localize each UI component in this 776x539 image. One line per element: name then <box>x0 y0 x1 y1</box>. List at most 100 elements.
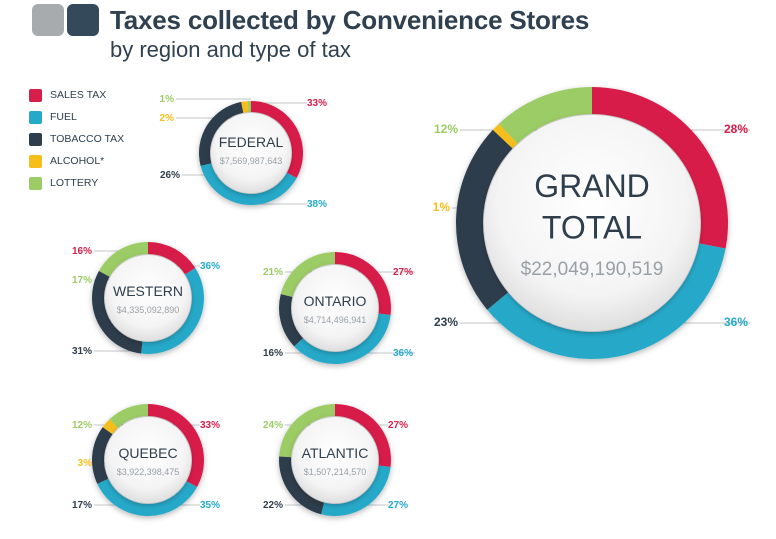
slice-sales-tax <box>251 101 303 179</box>
slice-sales-tax <box>335 404 391 468</box>
donut-title: GRAND <box>534 168 650 204</box>
slice-alcohol <box>241 101 249 113</box>
slice-fuel <box>97 478 198 517</box>
data-label: 28% <box>724 122 748 136</box>
data-label: 23% <box>434 315 458 329</box>
donut-grand-total: GRAND TOTAL $22,049,190,519 28% 36% 23% 1% 12% <box>433 87 750 359</box>
donut-total: $3,922,398,475 <box>117 467 180 477</box>
donut-total: $7,569,987,643 <box>220 156 283 166</box>
slice-fuel <box>200 163 297 205</box>
legend-label: ALCOHOL* <box>50 155 105 167</box>
legend-swatch <box>29 132 42 146</box>
donut-ring <box>199 101 303 205</box>
data-label: 12% <box>434 122 458 136</box>
data-label: 33% <box>307 98 327 109</box>
donut-ring <box>91 242 204 354</box>
legend: SALES TAX FUEL TOBACCO TAX ALCOHOL* LOTT… <box>29 84 124 194</box>
legend-item-alcohol: ALCOHOL* <box>29 150 124 172</box>
slice-lottery <box>109 404 148 428</box>
legend-item-tobacco-tax: TOBACCO TAX <box>29 128 124 150</box>
data-label: 22% <box>263 500 283 511</box>
slice-sales-tax <box>335 252 391 316</box>
data-label: 33% <box>200 420 220 431</box>
header-square-navy <box>67 4 99 36</box>
slice-tobacco-tax <box>455 129 513 310</box>
data-label: 27% <box>393 267 413 278</box>
legend-swatch <box>29 110 42 124</box>
data-label: 12% <box>72 420 92 431</box>
data-label: 35% <box>200 500 220 511</box>
data-label: 31% <box>72 346 92 357</box>
page-title: Taxes collected by Convenience Stores <box>110 5 590 35</box>
slice-tobacco-tax <box>279 456 325 515</box>
slice-fuel <box>487 243 726 359</box>
legend-label: TOBACCO TAX <box>50 133 125 145</box>
data-label: 36% <box>200 261 220 272</box>
data-label: 38% <box>307 199 327 210</box>
data-label: 36% <box>724 315 748 329</box>
slice-lottery <box>279 404 335 458</box>
donut-center <box>292 417 378 503</box>
data-label: 27% <box>388 420 408 431</box>
donut-federal: FEDERAL $7,569,987,643 33% 38% 26% 2% 1% <box>160 94 328 210</box>
slice-fuel <box>321 465 391 516</box>
donut-total: $1,507,214,570 <box>304 467 367 477</box>
donut-title: QUEBEC <box>118 445 177 461</box>
data-label: 1% <box>433 200 451 214</box>
slice-lottery <box>247 101 251 113</box>
donut-total: $4,335,092,890 <box>117 305 180 315</box>
slice-alcohol <box>492 123 518 149</box>
slice-sales-tax <box>148 404 205 487</box>
slice-sales-tax <box>148 242 196 275</box>
slice-tobacco-tax <box>91 271 143 354</box>
data-label: 16% <box>72 246 92 257</box>
header-square-gray <box>32 4 64 36</box>
donut-center <box>484 115 700 331</box>
slice-alcohol <box>102 419 118 435</box>
donut-total: $4,714,496,941 <box>304 315 367 325</box>
donut-title: ONTARIO <box>304 293 367 309</box>
donut-center <box>105 255 191 341</box>
legend-swatch <box>29 154 42 168</box>
legend-label: FUEL <box>50 111 77 123</box>
donut-center <box>211 113 291 193</box>
page-subtitle: by region and type of tax <box>110 37 351 62</box>
donut-atlantic: ATLANTIC $1,507,214,570 27% 27% 22% 24% <box>263 404 408 516</box>
data-label: 21% <box>263 267 283 278</box>
donut-ring <box>279 404 391 516</box>
legend-label: SALES TAX <box>50 89 107 101</box>
legend-item-lottery: LOTTERY <box>29 172 124 194</box>
donut-ontario: ONTARIO $4,714,496,941 27% 36% 16% 21% <box>263 252 415 364</box>
data-label: 2% <box>160 113 175 124</box>
slice-lottery <box>98 242 148 277</box>
legend-item-sales-tax: SALES TAX <box>29 84 124 106</box>
donut-quebec: QUEBEC $3,922,398,475 33% 35% 17% 3% 12% <box>72 404 220 517</box>
legend-swatch <box>29 176 42 190</box>
data-label: 36% <box>393 348 413 359</box>
donut-ring <box>455 87 728 359</box>
donut-title: ATLANTIC <box>302 445 369 461</box>
donut-title: FEDERAL <box>219 134 284 150</box>
data-label: 17% <box>72 500 92 511</box>
slice-fuel <box>140 267 204 354</box>
donut-total: $22,049,190,519 <box>521 259 664 280</box>
donut-western: WESTERN $4,335,092,890 16% 36% 31% 17% <box>72 242 220 357</box>
data-label: 26% <box>160 170 180 181</box>
data-label: 27% <box>388 500 408 511</box>
donut-ring <box>279 252 391 364</box>
donut-center <box>292 265 378 351</box>
donut-center <box>105 417 191 503</box>
data-label: 24% <box>263 420 283 431</box>
slice-tobacco-tax <box>199 101 244 166</box>
donut-ring <box>91 404 205 517</box>
slice-tobacco-tax <box>279 294 303 347</box>
data-label: 17% <box>72 275 92 286</box>
donut-title: WESTERN <box>113 283 183 299</box>
slice-fuel <box>294 313 391 364</box>
data-label: 3% <box>78 458 93 469</box>
legend-swatch <box>29 88 42 102</box>
legend-label: LOTTERY <box>50 177 99 189</box>
slice-lottery <box>280 252 335 298</box>
legend-item-fuel: FUEL <box>29 106 124 128</box>
